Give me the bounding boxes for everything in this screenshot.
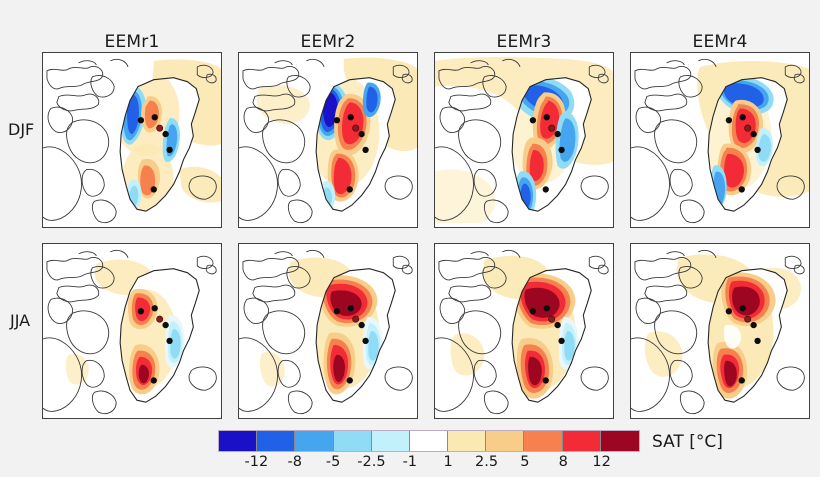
colorbar-segment-10 [600, 431, 639, 451]
colorbar-segments [218, 430, 640, 452]
colorbar-segment-7 [486, 431, 525, 451]
colorbar-segment-1 [257, 431, 296, 451]
ice-core-markers [137, 114, 173, 193]
panel-eemr4-jja[interactable] [630, 243, 810, 419]
ice-core-markers [725, 114, 761, 193]
colorbar-tick-3: -2.5 [357, 454, 386, 470]
panel-eemr2-jja[interactable] [238, 243, 418, 419]
colorbar-segment-0 [219, 431, 258, 451]
map-eemr2-djf [239, 53, 417, 227]
panel-eemr1-djf[interactable] [42, 52, 222, 228]
column-title-eemr2: EEMr2 [300, 32, 356, 52]
colorbar-segment-3 [333, 431, 372, 451]
row-label-jja: JJA [10, 311, 31, 330]
colorbar-segment-4 [371, 431, 410, 451]
colorbar-tick-5: 1 [443, 454, 453, 470]
panel-eemr1-jja[interactable] [42, 243, 222, 419]
colorbar-tick-0: -12 [244, 454, 269, 470]
colorbar-tick-9: 12 [592, 454, 611, 470]
colorbar-tick-8: 8 [558, 454, 568, 470]
column-title-eemr3: EEMr3 [496, 32, 552, 52]
map-eemr1-jja [43, 244, 221, 418]
map-eemr2-jja [239, 244, 417, 418]
map-eemr3-jja [435, 244, 613, 418]
colorbar: -12 -8 -5 -2.5 -1 1 2.5 5 8 12 [218, 430, 640, 474]
map-eemr3-djf [435, 53, 613, 227]
colorbar-segment-8 [524, 431, 563, 451]
ice-core-markers [529, 305, 565, 384]
panel-eemr3-jja[interactable] [434, 243, 614, 419]
map-eemr1-djf [43, 53, 221, 227]
ice-core-markers [333, 114, 369, 193]
colorbar-segment-2 [295, 431, 334, 451]
ice-core-markers [333, 305, 369, 384]
colorbar-tick-6: 2.5 [475, 454, 499, 470]
panel-eemr3-djf[interactable] [434, 52, 614, 228]
row-label-djf: DJF [8, 120, 35, 139]
ice-core-markers [529, 114, 565, 193]
colorbar-segment-6 [448, 431, 487, 451]
column-title-eemr1: EEMr1 [104, 32, 160, 52]
panel-eemr2-djf[interactable] [238, 52, 418, 228]
panel-eemr4-djf[interactable] [630, 52, 810, 228]
map-eemr4-jja [631, 244, 809, 418]
colorbar-tick-labels: -12 -8 -5 -2.5 -1 1 2.5 5 8 12 [218, 452, 640, 474]
colorbar-segment-5 [409, 431, 449, 451]
colorbar-tick-4: -1 [402, 454, 418, 470]
ice-core-markers [137, 305, 173, 384]
colorbar-tick-7: 5 [520, 454, 530, 470]
colorbar-tick-1: -8 [287, 454, 302, 470]
column-title-eemr4: EEMr4 [692, 32, 748, 52]
map-eemr4-djf [631, 53, 809, 227]
ice-core-markers [725, 305, 761, 384]
colorbar-label: SAT [°C] [652, 432, 723, 452]
colorbar-tick-2: -5 [325, 454, 341, 470]
colorbar-segment-9 [562, 431, 601, 451]
